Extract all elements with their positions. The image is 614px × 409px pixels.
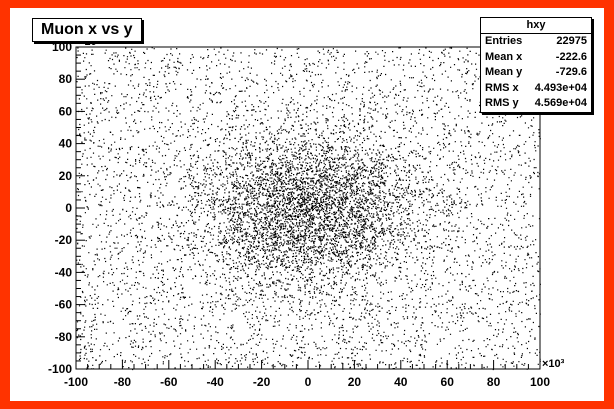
chart-title: Muon x vs y bbox=[32, 18, 142, 42]
y-tick-label: 40 bbox=[59, 137, 73, 151]
stats-row-rms-x: RMS x 4.493e+04 bbox=[481, 81, 591, 97]
stats-value: -729.6 bbox=[555, 66, 587, 78]
x-tick-label: -60 bbox=[160, 375, 178, 389]
stats-row-mean-y: Mean y -729.6 bbox=[481, 65, 591, 81]
stats-label: Mean y bbox=[485, 66, 523, 78]
x-axis-scale-label: ×10³ bbox=[542, 358, 565, 370]
scatter-points bbox=[76, 47, 541, 371]
stats-label: RMS y bbox=[485, 97, 519, 109]
stats-label: RMS x bbox=[485, 81, 519, 94]
x-tick-label: 0 bbox=[305, 375, 312, 389]
y-tick-label: 0 bbox=[65, 201, 72, 215]
stats-value: 4.493e+04 bbox=[534, 81, 587, 94]
stats-row-rms-y: RMS y 4.569e+04 bbox=[481, 96, 591, 112]
y-tick-label: -60 bbox=[55, 298, 73, 312]
x-tick-label: 60 bbox=[441, 375, 455, 389]
x-tick-label: 20 bbox=[348, 375, 362, 389]
x-tick-label: -20 bbox=[253, 375, 271, 389]
axis-tick-labels: -100 -80 -60 -40 -20 0 20 40 60 80 100 -100 -80 -60 -4… bbox=[48, 40, 550, 389]
x-tick-label: 80 bbox=[487, 375, 501, 389]
stats-label: Entries bbox=[485, 35, 523, 47]
stats-box-title: hxy bbox=[481, 18, 591, 34]
y-tick-label: 20 bbox=[59, 169, 73, 183]
y-tick-label: 60 bbox=[59, 104, 73, 118]
y-tick-label: 80 bbox=[59, 72, 73, 86]
y-tick-label: 100 bbox=[52, 40, 72, 54]
stats-value: 4.569e+04 bbox=[534, 97, 587, 109]
y-tick-label: -80 bbox=[55, 330, 73, 344]
scatter-plot: -100 -80 -60 -40 -20 0 20 40 60 80 100 -100 -80 -60 -4… bbox=[48, 36, 565, 389]
x-tick-label: -40 bbox=[207, 375, 225, 389]
x-tick-label: -100 bbox=[64, 375, 88, 389]
y-tick-label: -40 bbox=[55, 265, 73, 279]
stats-row-entries: Entries 22975 bbox=[481, 34, 591, 50]
y-tick-label: -100 bbox=[48, 362, 72, 376]
stats-label: Mean x bbox=[485, 50, 523, 63]
stats-box: hxy Entries 22975 Mean x -222.6 Mean y -… bbox=[480, 17, 592, 113]
stats-value: 22975 bbox=[556, 35, 587, 47]
y-tick-label: -20 bbox=[55, 233, 73, 247]
x-tick-label: 40 bbox=[394, 375, 408, 389]
data-points bbox=[76, 47, 541, 371]
stats-value: -222.6 bbox=[555, 50, 587, 63]
x-tick-label: 100 bbox=[530, 375, 550, 389]
stats-row-mean-x: Mean x -222.6 bbox=[481, 50, 591, 66]
axis-ticks bbox=[75, 46, 541, 370]
x-tick-label: -80 bbox=[114, 375, 132, 389]
chart-canvas: -100 -80 -60 -40 -20 0 20 40 60 80 100 -100 -80 -60 -4… bbox=[10, 8, 604, 401]
